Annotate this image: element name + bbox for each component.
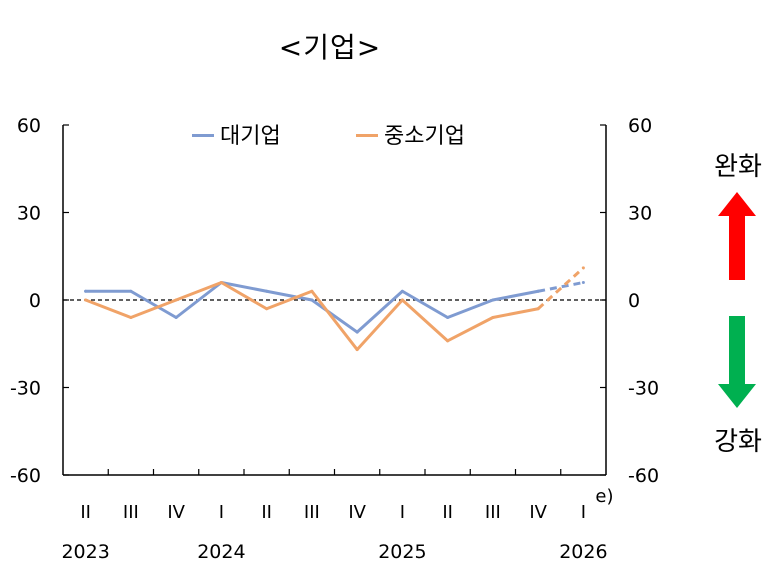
- y-tick-label-left: 60: [17, 115, 41, 137]
- series-forecast-0: [537, 281, 584, 293]
- data-point-1-1: [129, 316, 133, 319]
- x-tick-label: I: [400, 502, 405, 523]
- ease-arrow-icon: [718, 192, 756, 280]
- x-tick-label: IV: [348, 502, 366, 523]
- data-point-0-6: [355, 330, 359, 334]
- data-point-0-7: [400, 289, 404, 293]
- data-point-1-8: [446, 339, 450, 343]
- data-point-0-8: [446, 316, 450, 319]
- ease-label: 완화: [714, 152, 762, 182]
- data-point-1-7: [400, 298, 404, 302]
- y-tick-label-right: 30: [628, 203, 652, 225]
- x-tick-label: II: [261, 502, 272, 523]
- tighten-label: 강화: [714, 427, 762, 457]
- y-tick-label-right: 60: [628, 115, 652, 137]
- data-point-0-11: [581, 281, 585, 284]
- legend-label-large: 대기업: [220, 124, 281, 149]
- x-tick-label: III: [123, 502, 139, 523]
- data-point-1-4: [265, 307, 269, 311]
- series-layer: [84, 266, 585, 352]
- x-tick-label: III: [485, 502, 501, 523]
- y-tick-label-right: 0: [628, 290, 640, 312]
- legend-swatch-large: [192, 133, 214, 137]
- data-point-1-3: [219, 281, 223, 284]
- data-point-1-0: [84, 298, 88, 302]
- y-tick-label-left: -60: [10, 465, 41, 487]
- year-label: 2023: [61, 541, 109, 563]
- data-point-0-9: [491, 298, 495, 302]
- year-label: 2025: [378, 541, 426, 563]
- legend-item-sme: 중소기업: [356, 118, 465, 150]
- data-point-1-9: [491, 316, 495, 319]
- legend-swatch-sme: [356, 133, 378, 137]
- chart-title: <기업>: [278, 31, 382, 64]
- x-tick-label: I: [581, 502, 586, 523]
- y-tick-label-left: 0: [29, 290, 41, 312]
- data-point-1-5: [310, 289, 314, 293]
- legend-item-large: 대기업: [192, 118, 281, 150]
- series-forecast-1: [537, 266, 585, 310]
- y-tick-label-left: -30: [10, 378, 41, 400]
- data-point-0-4: [265, 289, 269, 293]
- data-point-0-10: [536, 289, 540, 293]
- forecast-marker: e): [595, 486, 613, 507]
- x-tick-label: III: [304, 502, 320, 523]
- y-tick-label-left: 30: [17, 203, 41, 225]
- x-tick-label: I: [219, 502, 224, 523]
- data-point-1-10: [536, 307, 540, 311]
- x-tick-label: II: [80, 502, 91, 523]
- legend-label-sme: 중소기업: [384, 124, 465, 149]
- year-label: 2024: [197, 541, 245, 563]
- data-point-0-5: [310, 298, 314, 302]
- data-point-0-0: [84, 289, 88, 293]
- data-point-1-11: [581, 266, 585, 270]
- data-point-0-1: [129, 289, 133, 293]
- x-tick-label: IV: [167, 502, 185, 523]
- x-tick-label: II: [442, 502, 453, 523]
- axes: [62, 124, 607, 476]
- y-tick-label-right: -30: [628, 378, 659, 400]
- x-tick-label: IV: [529, 502, 547, 523]
- data-point-1-2: [174, 298, 178, 302]
- data-point-1-6: [355, 348, 359, 352]
- y-tick-label-right: -60: [628, 465, 659, 487]
- tighten-arrow-icon: [718, 316, 756, 408]
- year-label: 2026: [559, 541, 607, 563]
- data-point-0-2: [174, 316, 178, 319]
